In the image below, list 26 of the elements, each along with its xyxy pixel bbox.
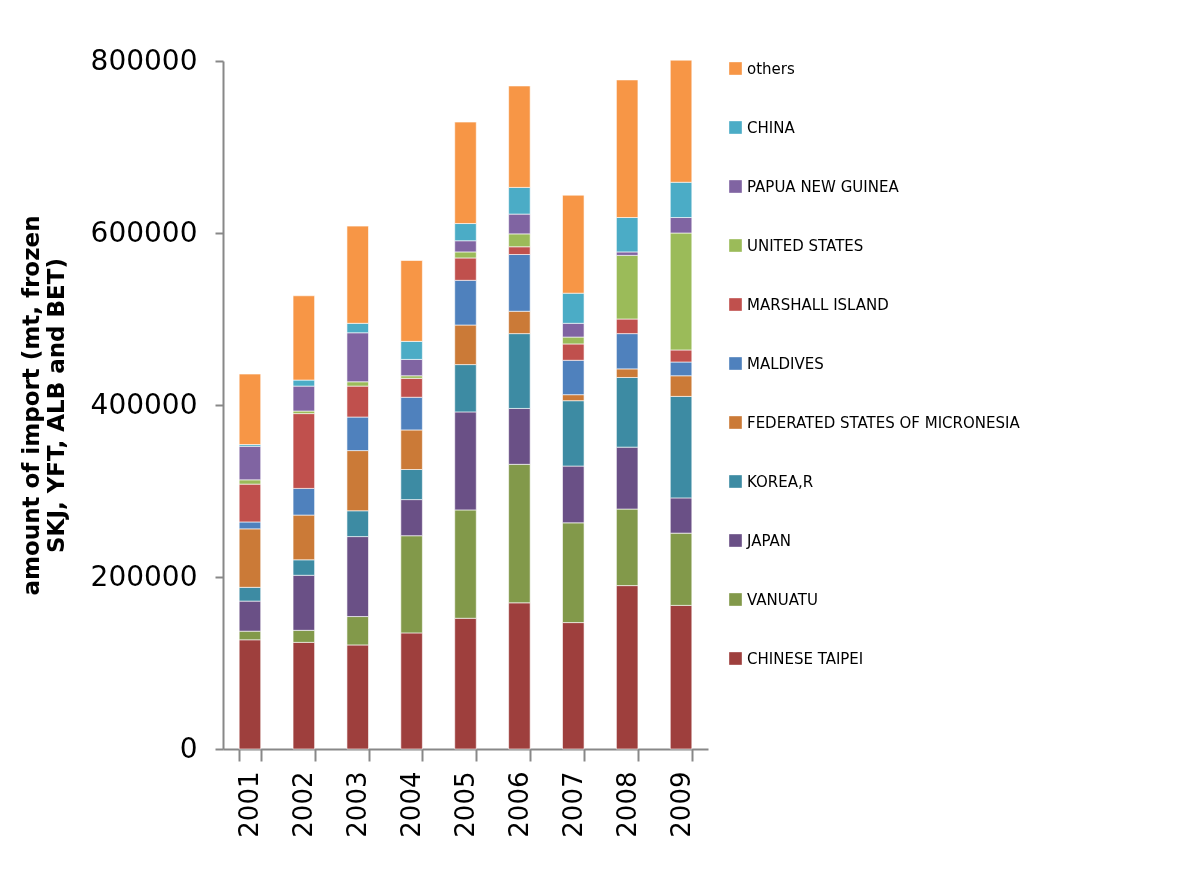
y-tick-label: 800000: [90, 43, 198, 77]
legend-label: PAPUA NEW GUINEA: [747, 177, 900, 196]
legend-label: others: [747, 59, 795, 78]
legend-label: MALDIVES: [747, 354, 824, 373]
x-tick-label: 2003: [342, 771, 373, 838]
x-tick-label: 2001: [234, 771, 265, 838]
y-tick-label: 400000: [90, 387, 198, 421]
x-tick-label: 2002: [288, 771, 319, 838]
y-axis-title: amount of import (mt, frozen SKJ, YFT, ALB and BET): [17, 215, 69, 596]
legend-label: UNITED STATES: [747, 236, 864, 255]
legend-label: JAPAN: [746, 531, 791, 550]
x-tick-label: 2007: [557, 771, 588, 838]
x-tick-label: 2009: [665, 771, 696, 838]
x-tick-label: 2008: [611, 771, 642, 838]
legend-label: FEDERATED STATES OF MICRONESIA: [747, 413, 1021, 432]
legend-label: CHINA: [747, 118, 796, 137]
y-tick-label: 0: [179, 731, 198, 765]
y-tick-label: 600000: [90, 215, 198, 249]
x-tick-label: 2004: [396, 771, 427, 838]
legend-label: MARSHALL ISLAND: [747, 295, 889, 314]
x-tick-label: 2006: [503, 771, 534, 838]
legend-label: CHINESE TAIPEI: [747, 649, 864, 668]
y-tick-label: 200000: [90, 559, 198, 593]
x-tick-label: 2005: [450, 771, 480, 838]
legend-label: KOREA,R: [747, 472, 814, 491]
legend-label: VANUATU: [747, 590, 819, 609]
